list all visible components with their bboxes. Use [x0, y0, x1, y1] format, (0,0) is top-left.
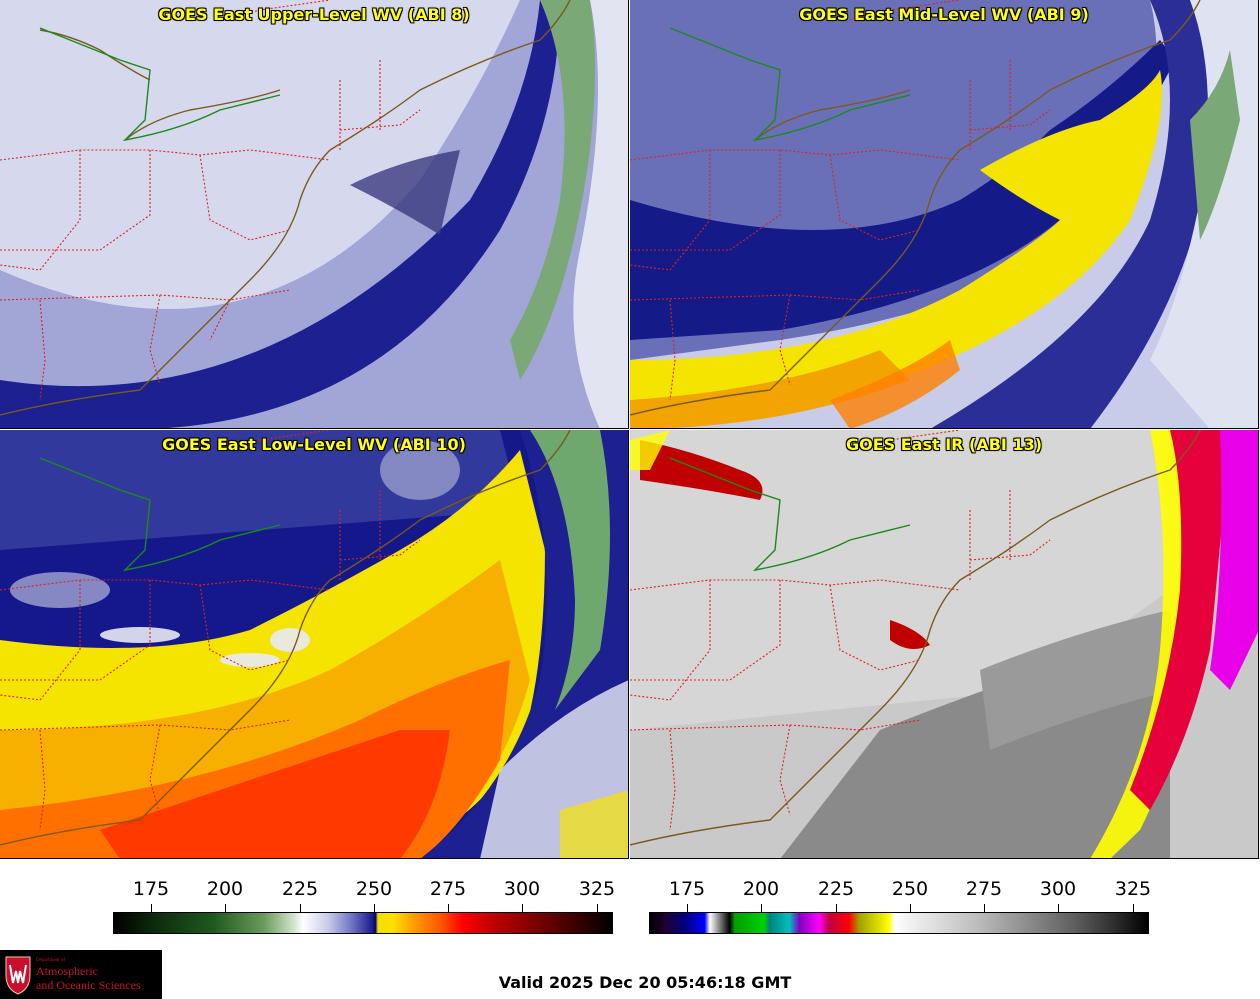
panel-ir: GOES East IR (ABI 13) — [630, 430, 1259, 859]
panel-low-level-wv: GOES East Low-Level WV (ABI 10) — [0, 430, 629, 859]
wv-tick-mark — [374, 904, 375, 912]
ir-tick-mark — [1058, 904, 1059, 912]
wv-tick-labels: 175 200 225 250 275 300 325 — [113, 878, 616, 902]
wv-tick-mark — [300, 904, 301, 912]
panel-upper-level-wv: GOES East Upper-Level WV (ABI 8) — [0, 0, 629, 429]
panel-mid-level-wv: GOES East Mid-Level WV (ABI 9) — [630, 0, 1259, 429]
ir-tick-mark — [910, 904, 911, 912]
wv-tick-label: 300 — [503, 878, 541, 900]
uw-crest-icon — [5, 956, 31, 995]
wv-tick-label: 200 — [206, 878, 244, 900]
ir-tick-labels: 175 200 225 250 275 300 325 — [649, 878, 1152, 902]
wv-tick-mark — [448, 904, 449, 912]
ir-imagery — [630, 430, 1258, 858]
wv-tick-mark — [597, 904, 598, 912]
ir-colorbar-block: 175 200 225 250 275 300 325 — [649, 878, 1152, 938]
wv-tick-label: 275 — [429, 878, 467, 900]
wv-colorbar-block: 175 200 225 250 275 300 325 — [113, 878, 616, 938]
ir-tick-mark — [761, 904, 762, 912]
ir-tick-mark — [687, 904, 688, 912]
valid-time: Valid 2025 Dec 20 05:46:18 GMT — [498, 973, 792, 992]
ir-tick-label: 200 — [742, 878, 780, 900]
ir-tick-mark — [836, 904, 837, 912]
ir-tick-label: 250 — [891, 878, 929, 900]
wv-tick-mark — [522, 904, 523, 912]
wv-tick-label: 325 — [578, 878, 616, 900]
ir-tick-mark — [984, 904, 985, 912]
ir-tick-label: 225 — [817, 878, 855, 900]
logo-line2: and Oceanic Sciences — [36, 978, 141, 992]
ir-tick-label: 275 — [965, 878, 1003, 900]
upper-wv-imagery — [0, 0, 628, 428]
low-wv-imagery — [0, 430, 628, 858]
panel-title: GOES East Low-Level WV (ABI 10) — [162, 435, 466, 454]
ir-tick-label: 175 — [668, 878, 706, 900]
logo-dept: Department of — [36, 958, 66, 963]
wv-tick-mark — [151, 904, 152, 912]
ir-tick-label: 300 — [1039, 878, 1077, 900]
panel-title: GOES East Mid-Level WV (ABI 9) — [799, 5, 1089, 24]
wv-colorbar — [113, 912, 613, 934]
ir-colorbar — [649, 912, 1149, 934]
panel-title: GOES East IR (ABI 13) — [845, 435, 1043, 454]
aos-logo: Department of Atmospheric and Oceanic Sc… — [0, 950, 162, 999]
ir-tick-label: 325 — [1114, 878, 1152, 900]
wv-tick-label: 250 — [355, 878, 393, 900]
mid-wv-imagery — [630, 0, 1258, 428]
wv-tick-label: 175 — [132, 878, 170, 900]
panel-title: GOES East Upper-Level WV (ABI 8) — [158, 5, 470, 24]
wv-tick-mark — [225, 904, 226, 912]
wv-tick-label: 225 — [281, 878, 319, 900]
ir-tick-mark — [1133, 904, 1134, 912]
logo-line1: Atmospheric — [36, 964, 98, 978]
